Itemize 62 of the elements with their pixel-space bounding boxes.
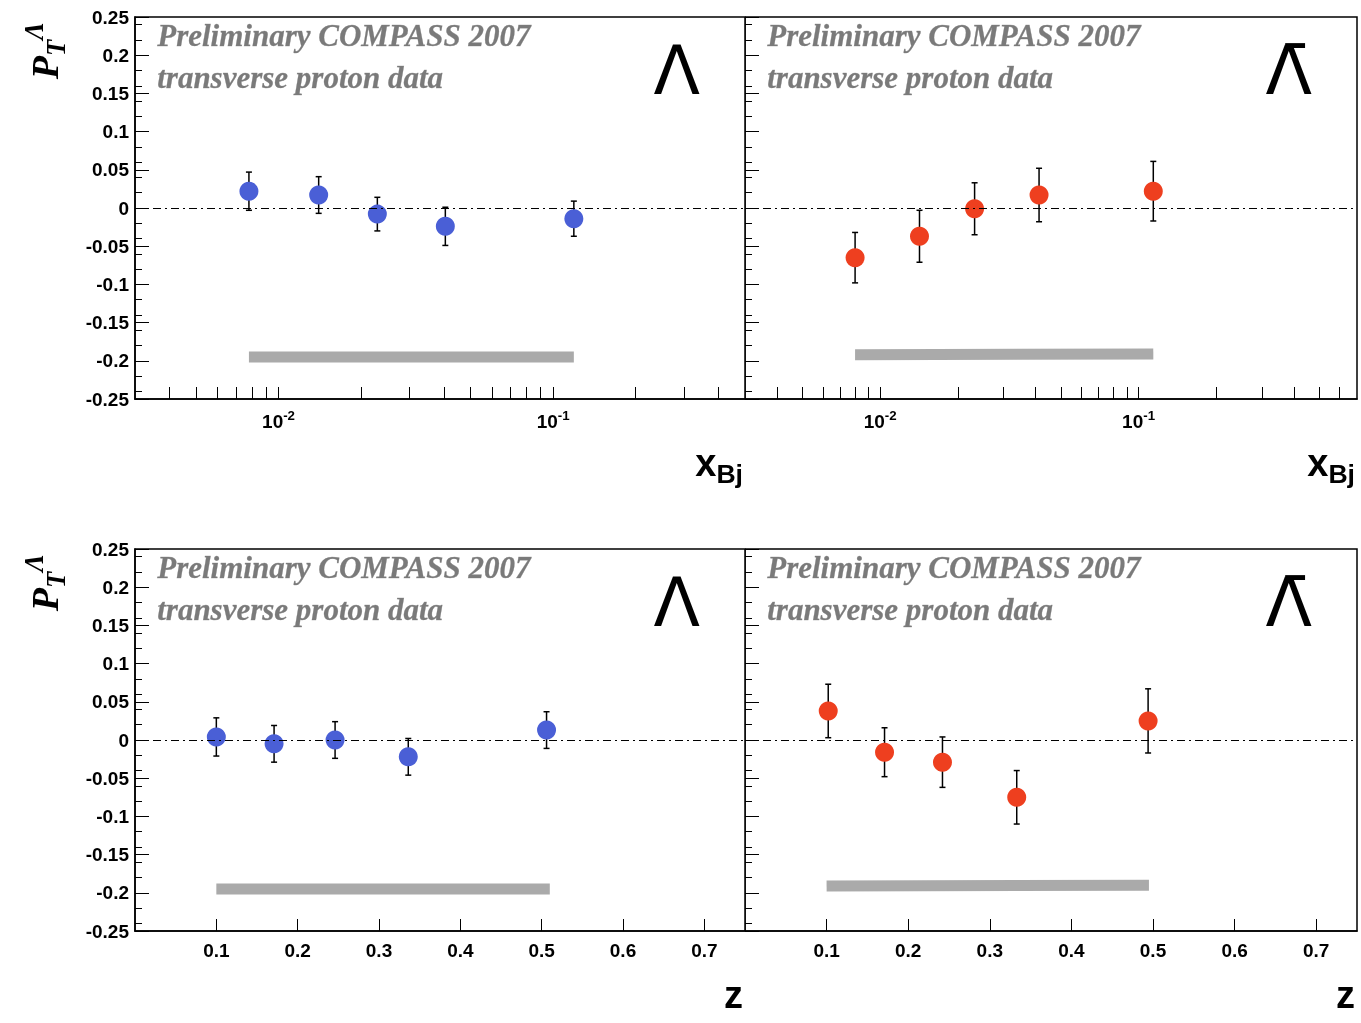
- point: [325, 730, 345, 750]
- y-tick-label: 0: [118, 729, 129, 751]
- x-tick-label: 0.1: [203, 940, 230, 961]
- x-tick-label: 0.3: [976, 940, 1004, 961]
- y-tick-label: 0.2: [102, 576, 129, 598]
- x-tick-label: 0.2: [894, 940, 922, 961]
- annotation: transverse proton data: [767, 60, 1054, 96]
- y-axis-title: PTΛ: [18, 21, 72, 81]
- annotation: transverse proton data: [767, 592, 1054, 628]
- y-tick-label: -0.1: [96, 805, 130, 827]
- point: [818, 701, 838, 721]
- annotation: Λ̄: [1265, 562, 1313, 642]
- x-tick-label: 0.7: [1302, 940, 1330, 961]
- annotation: Preliminary COMPASS 2007: [156, 550, 532, 586]
- y-axis-title: PTΛ: [18, 553, 72, 613]
- point: [398, 747, 418, 767]
- y-tick-label: 0.05: [92, 159, 130, 181]
- y-tick-label: 0.15: [92, 82, 130, 104]
- y-tick-label: -0.15: [85, 844, 130, 866]
- x-tick-label: 0.4: [1058, 940, 1086, 961]
- annotation: Preliminary COMPASS 2007: [156, 18, 532, 54]
- x-tick-label: 0.5: [1139, 940, 1167, 961]
- x-tick-label: 0.1: [813, 940, 841, 961]
- y-tick-label: 0.2: [102, 44, 129, 66]
- point: [264, 734, 284, 754]
- x-tick-label: 0.5: [528, 940, 556, 961]
- x-tick-label: 0.2: [284, 940, 311, 961]
- y-tick-label: -0.25: [85, 920, 130, 942]
- y-tick-label: 0.25: [92, 6, 130, 28]
- y-tick-label: -0.15: [85, 312, 130, 334]
- y-tick-label: 0: [118, 197, 129, 219]
- y-tick-label: -0.2: [96, 882, 129, 904]
- point: [875, 742, 895, 762]
- y-tick-label: 0.15: [92, 614, 130, 636]
- point: [1007, 787, 1027, 807]
- annotation: transverse proton data: [157, 60, 444, 96]
- annotation: Λ: [653, 562, 701, 642]
- x-tick-label: 0.6: [1221, 940, 1248, 961]
- annotation: Preliminary COMPASS 2007: [766, 18, 1142, 54]
- y-tick-label: -0.2: [96, 350, 129, 372]
- x-tick-label: 0.7: [691, 940, 718, 961]
- y-tick-label: 0.05: [92, 691, 130, 713]
- y-tick-label: 0.1: [102, 121, 130, 143]
- point: [537, 720, 557, 740]
- y-tick-label: -0.1: [96, 273, 130, 295]
- y-tick-label: 0.1: [102, 653, 130, 675]
- annotation: Preliminary COMPASS 2007: [766, 550, 1142, 586]
- annotation: transverse proton data: [157, 592, 444, 628]
- y-tick-label: 0.25: [92, 538, 130, 560]
- point: [206, 727, 226, 747]
- annotation: Λ: [653, 30, 701, 110]
- y-tick-label: -0.25: [85, 388, 130, 410]
- x-axis-title: z: [724, 974, 743, 1016]
- y-tick-label: -0.05: [85, 235, 130, 257]
- y-tick-label: -0.05: [85, 767, 130, 789]
- x-tick-label: 0.6: [609, 940, 637, 961]
- annotation: Λ̄: [1265, 30, 1313, 110]
- x-tick-label: 0.4: [447, 940, 474, 961]
- point: [932, 752, 952, 772]
- point: [1138, 711, 1158, 731]
- x-tick-label: 0.3: [365, 940, 393, 961]
- x-axis-title: z: [1336, 974, 1355, 1016]
